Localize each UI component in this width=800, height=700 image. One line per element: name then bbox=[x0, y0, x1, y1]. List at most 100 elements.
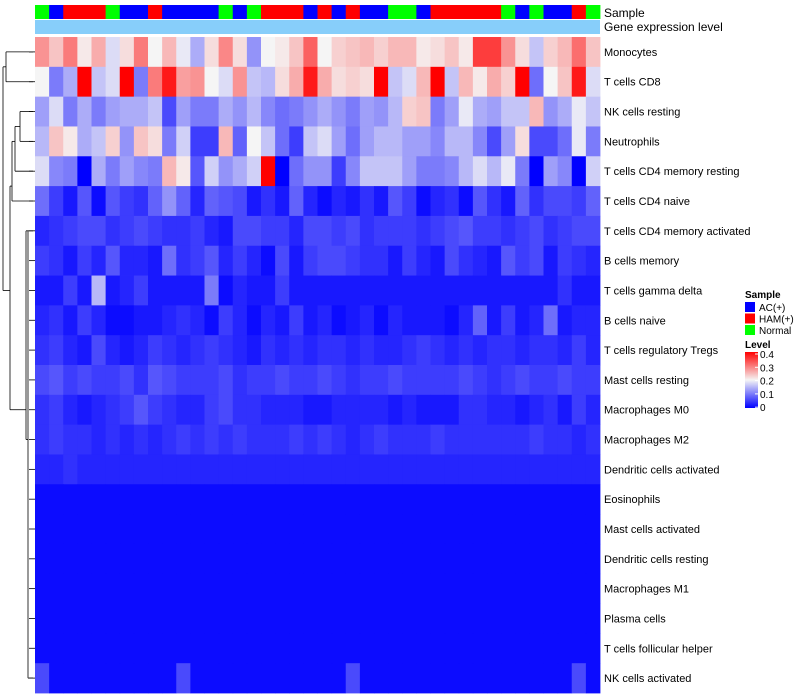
heatmap-cell bbox=[63, 245, 78, 276]
heatmap-cell bbox=[133, 215, 149, 247]
heatmap-cell bbox=[162, 394, 177, 426]
heatmap-cell bbox=[515, 454, 530, 485]
heatmap-cell bbox=[515, 186, 530, 217]
heatmap-cell bbox=[388, 424, 403, 455]
heatmap-cell bbox=[176, 305, 191, 336]
heatmap-cell bbox=[458, 394, 474, 426]
heatmap-cell bbox=[515, 543, 530, 575]
heatmap-cell bbox=[501, 215, 516, 247]
heatmap-cell bbox=[359, 573, 375, 604]
heatmap-cell bbox=[35, 454, 50, 485]
heatmap-cell bbox=[317, 484, 333, 515]
heatmap-cell bbox=[35, 305, 50, 336]
heatmap-cell bbox=[416, 96, 431, 127]
heatmap-cell bbox=[359, 365, 375, 396]
heatmap-cell bbox=[162, 37, 177, 68]
heatmap-cell bbox=[359, 156, 375, 187]
heatmap-cell bbox=[444, 186, 460, 217]
heatmap-cell bbox=[119, 365, 135, 396]
heatmap-cell bbox=[388, 663, 403, 694]
heatmap-cell bbox=[543, 37, 559, 68]
sample-annotation-cell bbox=[77, 5, 92, 19]
heatmap-cell bbox=[472, 186, 488, 217]
heatmap-cell bbox=[472, 156, 488, 187]
heatmap-cell bbox=[204, 215, 220, 247]
sample-annotation-cell bbox=[345, 5, 361, 19]
heatmap-cell bbox=[162, 454, 177, 485]
heatmap-cell bbox=[275, 126, 290, 157]
heatmap-cell bbox=[416, 484, 431, 515]
heatmap-cell bbox=[388, 96, 403, 127]
heatmap-cell bbox=[571, 365, 587, 396]
sample-annotation-bar bbox=[35, 5, 601, 19]
heatmap-cell bbox=[190, 394, 205, 426]
heatmap-cell bbox=[345, 156, 361, 187]
heatmap-cell bbox=[119, 186, 135, 217]
heatmap-cell bbox=[374, 335, 389, 366]
heatmap-cell bbox=[77, 156, 92, 187]
heatmap-cell bbox=[402, 484, 417, 515]
heatmap-cell bbox=[261, 633, 276, 664]
heatmap-cell bbox=[232, 663, 248, 694]
heatmap-cell bbox=[261, 215, 276, 247]
heatmap-cell bbox=[63, 543, 78, 575]
heatmap-cell bbox=[430, 215, 446, 247]
heatmap-cell bbox=[487, 514, 502, 545]
heatmap-cell bbox=[388, 37, 403, 68]
sample-annotation-cell bbox=[162, 5, 177, 19]
heatmap-cell bbox=[77, 573, 92, 604]
heatmap-cell bbox=[105, 454, 121, 485]
heatmap-cell bbox=[345, 514, 361, 545]
heatmap-cell bbox=[35, 186, 50, 217]
heatmap-cell bbox=[261, 96, 276, 127]
heatmap-cell bbox=[35, 37, 50, 68]
heatmap-cell bbox=[515, 365, 530, 396]
heatmap-cell bbox=[557, 514, 573, 545]
heatmap-cell bbox=[133, 573, 149, 604]
heatmap-cell bbox=[162, 245, 177, 276]
gene-expression-annotation-cell bbox=[35, 20, 600, 34]
heatmap-cell bbox=[162, 305, 177, 336]
heatmap-cell bbox=[543, 394, 559, 426]
heatmap-cell bbox=[261, 603, 276, 634]
heatmap-cell bbox=[275, 633, 290, 664]
heatmap-cell bbox=[444, 245, 460, 276]
heatmap-cell bbox=[232, 335, 248, 366]
heatmap-cell bbox=[190, 275, 205, 306]
heatmap-cell bbox=[571, 305, 587, 336]
heatmap-cell bbox=[204, 245, 220, 276]
heatmap-cell bbox=[275, 514, 290, 545]
heatmap-cell bbox=[190, 305, 205, 336]
heatmap-cell bbox=[501, 126, 516, 157]
heatmap-cell bbox=[458, 126, 474, 157]
heatmap-cell bbox=[331, 335, 347, 366]
heatmap-cell bbox=[148, 633, 163, 664]
heatmap-cell bbox=[162, 633, 177, 664]
heatmap-cell bbox=[515, 275, 530, 306]
heatmap-cell bbox=[49, 156, 64, 187]
heatmap-cell bbox=[374, 156, 389, 187]
heatmap-cell bbox=[416, 245, 431, 276]
heatmap-cell bbox=[49, 126, 64, 157]
heatmap-cell bbox=[515, 215, 530, 247]
heatmap-cell bbox=[345, 424, 361, 455]
heatmap-cell bbox=[162, 335, 177, 366]
heatmap-cell bbox=[176, 37, 191, 68]
heatmap-cell bbox=[472, 96, 488, 127]
heatmap-cell bbox=[190, 603, 205, 634]
heatmap-cell bbox=[232, 126, 248, 157]
sample-annotation-cell bbox=[176, 5, 191, 19]
heatmap-cell bbox=[162, 424, 177, 455]
heatmap-cell bbox=[49, 96, 64, 127]
heatmap-cell bbox=[317, 156, 333, 187]
heatmap-cell bbox=[317, 543, 333, 575]
heatmap-cell bbox=[472, 663, 488, 694]
row-label: Monocytes bbox=[604, 47, 658, 59]
heatmap-cell bbox=[91, 365, 107, 396]
heatmap-cell bbox=[317, 186, 333, 217]
heatmap-cell bbox=[543, 275, 559, 306]
heatmap-cell bbox=[317, 573, 333, 604]
heatmap-cell bbox=[529, 484, 544, 515]
heatmap-cell bbox=[218, 365, 234, 396]
